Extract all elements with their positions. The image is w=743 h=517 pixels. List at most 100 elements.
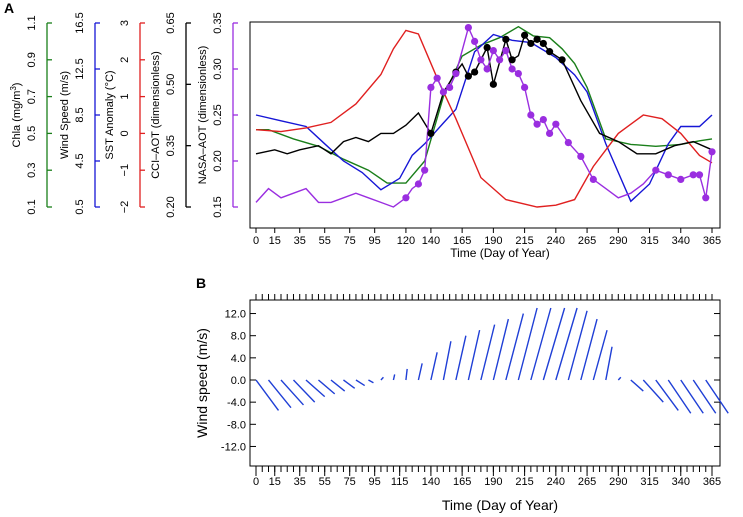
marker-cci (539, 39, 547, 48)
axis-tick-label-nasa: 0.15 (212, 196, 224, 217)
marker-nasa (552, 120, 560, 128)
wind-vector (392, 374, 396, 381)
axis-tick-label-sst: −2 (119, 201, 131, 214)
marker-cci (464, 72, 472, 80)
axis-tick-label-wind: 4.5 (74, 153, 86, 168)
marker-nasa (533, 120, 541, 128)
wind-vector (605, 346, 613, 381)
wind-vector (680, 379, 704, 414)
y-tick-label-b: -8.0 (227, 419, 246, 431)
axis-wind: 0.5 4.5 8.5 12.5 16.5 Wind Speed (m/s) (59, 12, 100, 215)
x-tick-label-b: 75 (344, 476, 356, 488)
marker-nasa (439, 88, 447, 96)
marker-nasa (427, 83, 435, 91)
axis-tick-label-chla: 0.3 (26, 163, 38, 178)
marker-nasa (545, 129, 554, 137)
marker-nasa (521, 83, 529, 91)
marker-nasa (496, 56, 504, 64)
axis-chla: 0.1 0.3 0.5 0.7 0.9 1.1 Chla (mg/m3) (9, 15, 52, 215)
axis-tick-label-sst: 1 (119, 94, 131, 100)
axis-tick-label-cci: 0.65 (165, 12, 177, 33)
y-tick-label-b: 4.0 (231, 353, 246, 365)
marker-nasa (402, 194, 410, 202)
marker-nasa (464, 24, 472, 32)
marker-cci (545, 48, 554, 56)
axis-tick-label-sst: 0 (119, 130, 131, 136)
marker-cci (527, 39, 535, 48)
wind-vector (267, 379, 292, 409)
axis-tick-label-chla: 0.7 (26, 89, 38, 104)
x-tick-label-b: 340 (672, 476, 690, 488)
marker-nasa (677, 175, 685, 183)
marker-nasa (695, 171, 704, 179)
series-line-chla (256, 25, 713, 184)
x-tick-label-a: 35 (294, 235, 306, 247)
axis-tick-label-wind: 0.5 (74, 199, 86, 214)
wind-vector (642, 379, 664, 403)
marker-nasa (514, 70, 522, 78)
axis-tick-label-wind: 12.5 (74, 58, 86, 79)
marker-cci (533, 35, 541, 43)
x-tick-label-b: 15 (269, 476, 281, 488)
marker-nasa (483, 65, 491, 73)
axis-tick-label-nasa: 0.30 (212, 58, 224, 79)
x-tick-label-b: 35 (294, 476, 306, 488)
wind-vector (492, 318, 510, 381)
wind-vector (305, 379, 326, 398)
series-line-cci (255, 33, 713, 155)
wind-vector (343, 379, 356, 389)
x-tick-label-a: 55 (319, 235, 331, 247)
wind-vector (705, 379, 729, 414)
x-tick-label-a: 340 (672, 235, 690, 247)
marker-cci (502, 35, 510, 43)
axis-tick-label-nasa: 0.25 (212, 104, 224, 125)
axis-nasa: 0.15 0.20 0.25 0.30 0.35 NASA–AOT (dimensionl… (197, 12, 238, 218)
axis-title-nasa: NASA–AOT (dimensionless) (197, 46, 209, 185)
wind-vector (580, 318, 598, 381)
marker-nasa (564, 139, 572, 147)
marker-nasa (689, 171, 697, 179)
panel-a-label: A (4, 0, 14, 16)
y-tick-label-b: 12.0 (225, 309, 246, 321)
x-tick-label-b: 215 (515, 476, 533, 488)
x-tick-label-a: 15 (269, 235, 281, 247)
x-tick-label-a: 215 (515, 235, 533, 247)
marker-nasa (527, 111, 535, 119)
axis-tick-label-cci: 0.50 (165, 74, 177, 95)
x-tick-label-a: 315 (640, 235, 658, 247)
wind-vector (517, 307, 538, 381)
wind-vector (318, 379, 336, 395)
marker-cci (427, 129, 435, 137)
x-tick-label-a: 140 (422, 235, 440, 247)
y-tick-label-b: -4.0 (227, 397, 246, 409)
wind-vector (530, 307, 552, 381)
marker-cci (558, 56, 566, 64)
x-tick-label-b: 290 (609, 476, 627, 488)
wind-vector (368, 379, 374, 384)
x-tick-label-a: 95 (369, 235, 381, 247)
marker-cci (489, 80, 497, 88)
x-tick-label-b: 115 (391, 476, 409, 488)
wind-vector (417, 363, 423, 381)
series-line-nasa (255, 25, 713, 208)
marker-cci (521, 31, 529, 39)
wind-vector (442, 341, 452, 381)
x-tick-label-b: 95 (369, 476, 381, 488)
marker-nasa (446, 83, 454, 91)
axis-tick-label-chla: 1.1 (26, 15, 38, 30)
wind-vector (555, 307, 578, 381)
axis-tick-label-sst: 2 (119, 57, 131, 63)
panel-a-plot-frame (249, 21, 721, 229)
wind-vector (617, 376, 622, 381)
x-tick-label-a: 120 (397, 235, 415, 247)
axis-tick-label-sst: 3 (119, 20, 131, 26)
wind-vector (255, 379, 280, 411)
x-tick-label-b: 315 (640, 476, 658, 488)
x-tick-label-a: 290 (609, 235, 627, 247)
x-tick-label-b: 0 (253, 476, 259, 488)
wind-vector (280, 379, 304, 406)
panel-b-ticks: 0 15 35 55 75 95 115 140 165 190 215 240 265 290 315 34… (221, 294, 721, 488)
x-tick-label-a: 240 (547, 235, 565, 247)
